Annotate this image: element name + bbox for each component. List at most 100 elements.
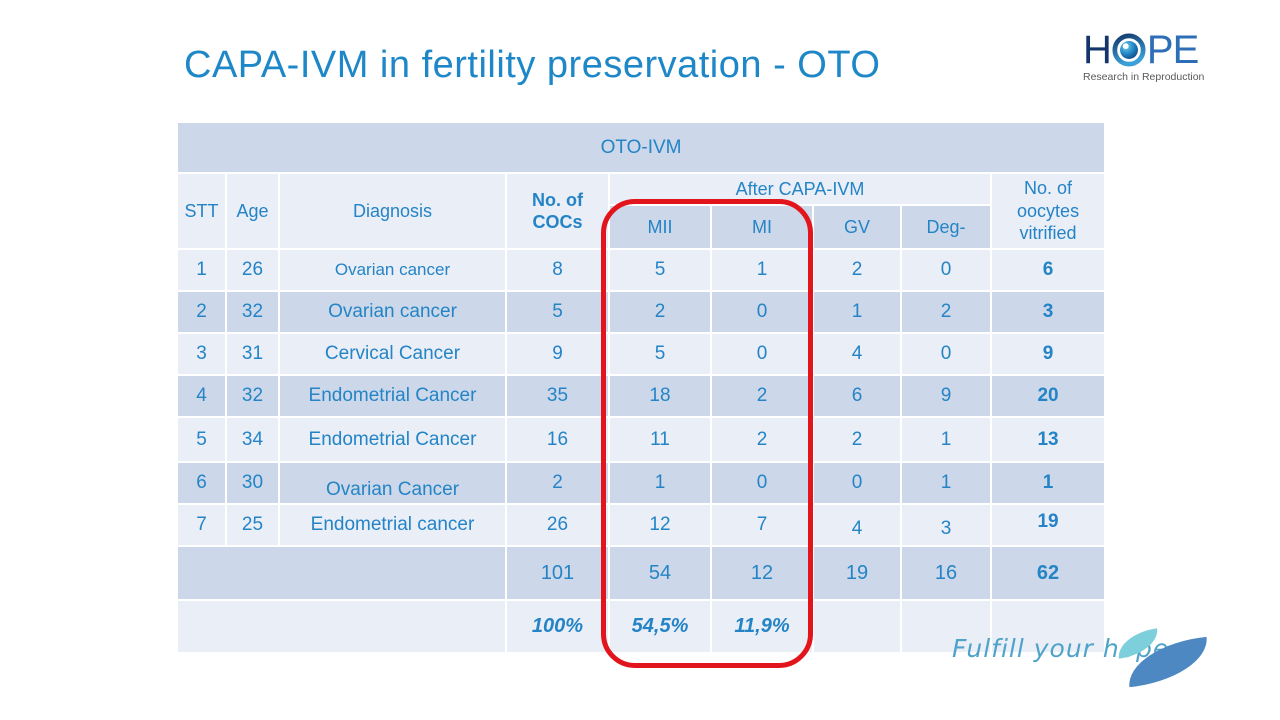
- cell-mi: 2: [710, 416, 814, 463]
- total-gv: 19: [812, 545, 902, 601]
- header-age: Age: [225, 172, 280, 250]
- cell-mi: 7: [710, 503, 814, 547]
- cell-vitrified: 19: [989, 503, 1107, 547]
- cell-gv: 4: [812, 503, 902, 547]
- cell-gv: 2: [812, 416, 902, 463]
- cell-stt: 2: [176, 290, 227, 334]
- table-row: 4 32 Endometrial Cancer 35 18 2 6 9 20: [176, 374, 1107, 418]
- cell-gv: 1: [812, 290, 902, 334]
- table-row: 7 25 Endometrial cancer 26 12 7 4 3 19: [176, 503, 1107, 547]
- table-row: 1 26 Ovarian cancer 8 5 1 2 0 6: [176, 248, 1107, 292]
- cell-deg: 0: [900, 332, 992, 376]
- header-deg: Deg-: [900, 204, 992, 250]
- cell-diagnosis: Ovarian cancer: [278, 290, 507, 334]
- cell-vitrified: 20: [989, 374, 1107, 418]
- cell-diagnosis: Endometrial Cancer: [278, 374, 507, 418]
- total-vitrified: 62: [989, 545, 1107, 601]
- hope-letters-pe: PE: [1146, 28, 1199, 72]
- total-mi: 12: [710, 545, 814, 601]
- hope-tagline: Research in Reproduction: [1083, 71, 1205, 83]
- pct-cocs: 100%: [505, 599, 610, 654]
- cell-cocs: 8: [505, 248, 610, 292]
- cell-mi: 0: [710, 290, 814, 334]
- header-after-capa-ivm: After CAPA-IVM: [608, 172, 992, 206]
- cell-diagnosis: Endometrial Cancer: [278, 416, 507, 463]
- cell-mii: 12: [608, 503, 712, 547]
- cell-diagnosis: Ovarian cancer: [278, 248, 507, 292]
- cell-age: 26: [225, 248, 280, 292]
- cell-age: 25: [225, 503, 280, 547]
- table-row: 2 32 Ovarian cancer 5 2 0 1 2 3: [176, 290, 1107, 334]
- cell-deg: 1: [900, 461, 992, 505]
- percentages-row: 100% 54,5% 11,9%: [176, 599, 1107, 654]
- cell-cocs: 16: [505, 416, 610, 463]
- table-caption: OTO-IVM: [175, 121, 1107, 174]
- cell-stt: 3: [176, 332, 227, 376]
- pct-mii: 54,5%: [608, 599, 712, 654]
- cell-age: 32: [225, 374, 280, 418]
- cell-mi: 0: [710, 461, 814, 505]
- cell-mii: 5: [608, 332, 712, 376]
- cell-mii: 5: [608, 248, 712, 292]
- cell-age: 30: [225, 461, 280, 505]
- cell-cocs: 26: [505, 503, 610, 547]
- pct-blank: [176, 599, 507, 654]
- cell-vitrified: 13: [989, 416, 1107, 463]
- cell-deg: 3: [900, 503, 992, 547]
- cell-deg: 1: [900, 416, 992, 463]
- header-mi: MI: [710, 204, 814, 250]
- total-deg: 16: [900, 545, 992, 601]
- cell-mii: 1: [608, 461, 712, 505]
- cell-gv: 6: [812, 374, 902, 418]
- cell-stt: 5: [176, 416, 227, 463]
- total-mii: 54: [608, 545, 712, 601]
- table-row: 6 30 Ovarian Cancer 2 1 0 0 1 1: [176, 461, 1107, 505]
- table-body: 1 26 Ovarian cancer 8 5 1 2 0 6 2 32 Ovarian cancer…: [176, 248, 1107, 547]
- header-vitrified: No. of oocytes vitrified: [989, 172, 1107, 250]
- header-mii: MII: [608, 204, 712, 250]
- cell-age: 31: [225, 332, 280, 376]
- page-title: CAPA-IVM in fertility preservation - OTO: [184, 44, 881, 86]
- cell-mii: 18: [608, 374, 712, 418]
- hope-logo-wordmark: H PE: [1083, 30, 1213, 70]
- cell-age: 34: [225, 416, 280, 463]
- cell-mii: 2: [608, 290, 712, 334]
- header-stt: STT: [176, 172, 227, 250]
- table-row: 3 31 Cervical Cancer 9 5 0 4 0 9: [176, 332, 1107, 376]
- cell-deg: 9: [900, 374, 992, 418]
- totals-row: 101 54 12 19 16 62: [176, 545, 1107, 601]
- cell-gv: 4: [812, 332, 902, 376]
- header-gv: GV: [812, 204, 902, 250]
- cell-vitrified: 3: [989, 290, 1107, 334]
- cell-gv: 2: [812, 248, 902, 292]
- eye-oocyte-icon: [1112, 33, 1146, 67]
- cell-diagnosis: Ovarian Cancer: [278, 461, 507, 505]
- cell-vitrified: 6: [989, 248, 1107, 292]
- header-diagnosis: Diagnosis: [278, 172, 507, 250]
- header-cocs: No. of COCs: [505, 172, 610, 250]
- cell-vitrified: 9: [989, 332, 1107, 376]
- cell-stt: 1: [176, 248, 227, 292]
- hope-logo: H PE Research in Reproduction: [1083, 30, 1213, 83]
- pct-mi: 11,9%: [710, 599, 814, 654]
- cell-diagnosis: Endometrial cancer: [278, 503, 507, 547]
- cell-stt: 7: [176, 503, 227, 547]
- cell-deg: 2: [900, 290, 992, 334]
- cell-diagnosis: Cervical Cancer: [278, 332, 507, 376]
- cell-mii: 11: [608, 416, 712, 463]
- cell-cocs: 35: [505, 374, 610, 418]
- table-row: 5 34 Endometrial Cancer 16 11 2 2 1 13: [176, 416, 1107, 463]
- cell-age: 32: [225, 290, 280, 334]
- hope-letter-h: H: [1083, 28, 1112, 72]
- cell-mi: 1: [710, 248, 814, 292]
- totals-blank: [176, 545, 507, 601]
- cell-mi: 0: [710, 332, 814, 376]
- cell-gv: 0: [812, 461, 902, 505]
- cell-cocs: 9: [505, 332, 610, 376]
- cell-deg: 0: [900, 248, 992, 292]
- cell-stt: 6: [176, 461, 227, 505]
- cell-stt: 4: [176, 374, 227, 418]
- cell-cocs: 5: [505, 290, 610, 334]
- oto-ivm-table: OTO-IVM STT Age Diagnosis No. of COCs Af…: [175, 121, 1107, 654]
